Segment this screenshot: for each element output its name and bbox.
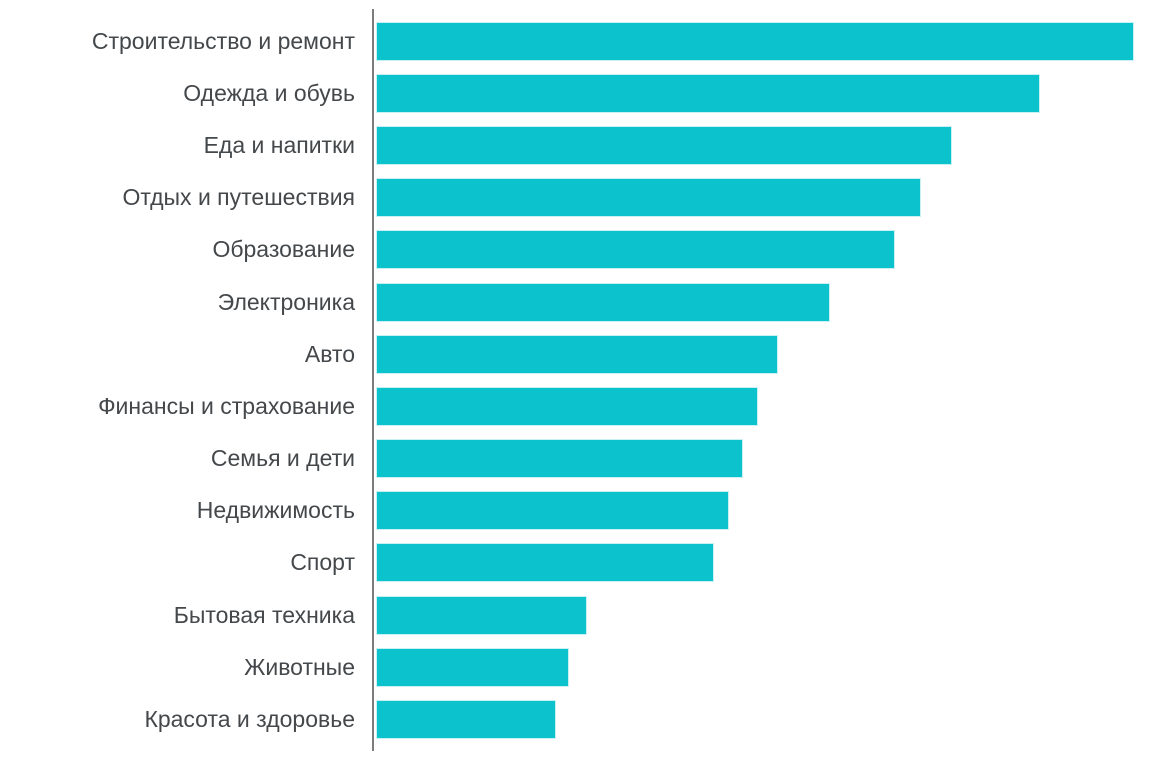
- bar: [376, 386, 758, 426]
- category-label: Авто: [304, 340, 355, 367]
- bar-track: [376, 491, 1176, 531]
- bar-row: Авто: [0, 328, 1176, 380]
- bar-track: [376, 386, 1176, 426]
- bar: [376, 439, 743, 479]
- category-label: Еда и напитки: [203, 131, 355, 158]
- bar-row: Спорт: [0, 537, 1176, 589]
- bar-track: [376, 647, 1176, 687]
- bar: [376, 125, 952, 165]
- category-label: Финансы и страхование: [98, 392, 355, 419]
- bar-track: [376, 230, 1176, 270]
- category-label: Недвижимость: [196, 497, 355, 524]
- y-axis-line: [372, 9, 374, 751]
- bar-row: Отдых и путешествия: [0, 172, 1176, 224]
- bar: [376, 73, 1040, 113]
- bar: [376, 282, 830, 322]
- category-label: Красота и здоровье: [144, 706, 355, 733]
- bar-row: Одежда и обувь: [0, 67, 1176, 119]
- bar-track: [376, 334, 1176, 374]
- bar: [376, 178, 921, 218]
- bar: [376, 334, 778, 374]
- bar-row: Образование: [0, 224, 1176, 276]
- bar-track: [376, 700, 1176, 740]
- bar-row: Финансы и страхование: [0, 380, 1176, 432]
- bar-track: [376, 282, 1176, 322]
- bar: [376, 21, 1134, 61]
- category-label: Животные: [244, 653, 355, 680]
- bar-row: Еда и напитки: [0, 119, 1176, 171]
- bar: [376, 230, 895, 270]
- bar-track: [376, 595, 1176, 635]
- bar-row: Животные: [0, 641, 1176, 693]
- category-label: Семья и дети: [210, 445, 355, 472]
- category-label: Бытовая техника: [173, 601, 355, 628]
- bar-track: [376, 73, 1176, 113]
- bar-row: Электроника: [0, 276, 1176, 328]
- bar: [376, 647, 569, 687]
- bar-track: [376, 125, 1176, 165]
- category-label: Электроника: [217, 288, 355, 315]
- category-label: Спорт: [290, 549, 355, 576]
- bar: [376, 595, 587, 635]
- bar-row: Недвижимость: [0, 485, 1176, 537]
- bar: [376, 543, 714, 583]
- bar-row: Строительство и ремонт: [0, 15, 1176, 67]
- bar-track: [376, 543, 1176, 583]
- bar-track: [376, 178, 1176, 218]
- category-label: Строительство и ремонт: [91, 27, 355, 54]
- bar-track: [376, 439, 1176, 479]
- bar-rows-container: Строительство и ремонт Одежда и обувь Еда …: [0, 15, 1176, 746]
- category-label: Одежда и обувь: [183, 79, 355, 106]
- category-label: Образование: [212, 236, 355, 263]
- bar: [376, 700, 556, 740]
- bar-row: Семья и дети: [0, 433, 1176, 485]
- bar-track: [376, 21, 1176, 61]
- bar-row: Бытовая техника: [0, 589, 1176, 641]
- bar: [376, 491, 729, 531]
- category-label: Отдых и путешествия: [122, 184, 355, 211]
- bar-row: Красота и здоровье: [0, 693, 1176, 745]
